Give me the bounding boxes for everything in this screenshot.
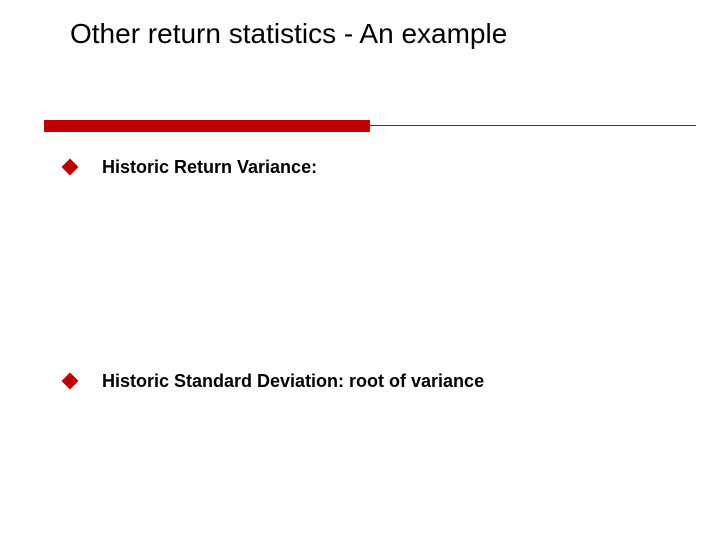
bullet-text: Historic Standard Deviation: root of var… [102,370,484,393]
divider-thin [370,125,696,126]
divider-rule [44,120,696,132]
divider-thick [44,120,370,132]
bullet-text: Historic Return Variance: [102,156,317,179]
list-item: Historic Standard Deviation: root of var… [64,370,680,393]
diamond-bullet-icon [62,373,79,390]
bullet-list: Historic Standard Deviation: root of var… [64,370,680,393]
diamond-bullet-icon [62,159,79,176]
slide-title: Other return statistics - An example [70,18,680,50]
bullet-list: Historic Return Variance: [64,156,680,179]
list-item: Historic Return Variance: [64,156,680,179]
slide: Other return statistics - An example His… [0,0,720,540]
